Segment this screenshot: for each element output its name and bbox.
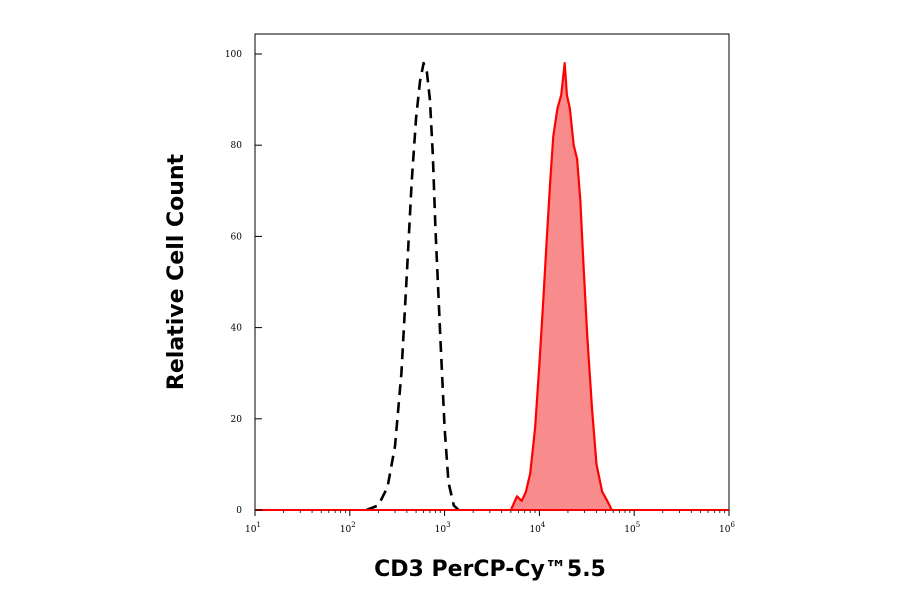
y-tick-label: 40	[231, 324, 243, 334]
x-tick-label: 104	[529, 521, 545, 535]
series-layer	[366, 61, 613, 512]
x-tick-label: 106	[719, 521, 735, 535]
x-tick-label: 103	[435, 521, 451, 535]
plot-frame	[254, 33, 730, 511]
x-tick-label: 102	[340, 521, 356, 535]
y-tick-label: 80	[231, 141, 243, 151]
series-fill	[510, 63, 612, 510]
x-axis-title: CD3 PerCP-Cy™5.5	[374, 557, 606, 582]
control-histogram-line	[366, 61, 460, 512]
y-tick-label: 20	[231, 415, 243, 425]
stained-histogram-line	[509, 62, 613, 511]
y-tick-label: 0	[236, 506, 242, 516]
y-tick-label: 100	[225, 50, 242, 60]
x-tick-label: 105	[624, 521, 640, 535]
y-tick-label: 60	[231, 232, 243, 242]
axis-layer: 0 20 40 60 80 100 101 102 103 104 105 106	[225, 50, 736, 535]
y-axis-title: Relative Cell Count	[164, 153, 189, 390]
x-tick-label: 101	[245, 521, 261, 535]
